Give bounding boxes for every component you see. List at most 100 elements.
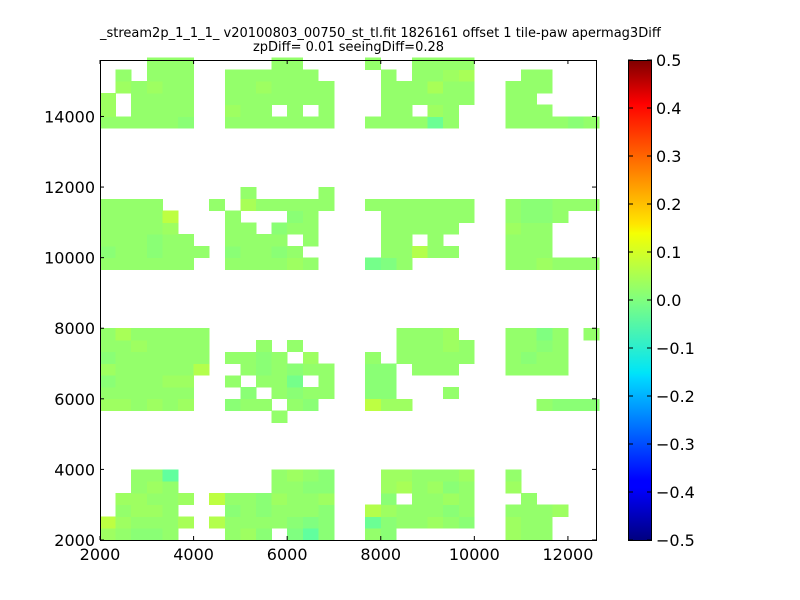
heatmap-cell [115, 398, 132, 411]
heatmap-cell [458, 198, 475, 211]
heatmap-cell [521, 492, 538, 506]
heatmap-cell [302, 81, 319, 94]
heatmap-cell [146, 363, 163, 376]
heatmap-cell [396, 398, 413, 411]
heatmap-cell [178, 516, 194, 529]
heatmap-cell [505, 234, 522, 247]
heatmap-cell [583, 328, 600, 341]
heatmap-cell [318, 469, 335, 482]
heatmap-cell [458, 492, 475, 506]
heatmap-cell [380, 257, 397, 270]
heatmap-cell [380, 116, 397, 129]
heatmap-cell [318, 528, 335, 541]
heatmap-cell [443, 504, 460, 517]
heatmap-cell [380, 398, 397, 411]
heatmap-cell [411, 116, 428, 129]
y-tick-label: 14000 [44, 107, 95, 126]
heatmap-cell [411, 245, 428, 259]
heatmap-cell [115, 69, 132, 82]
y-tick-label: 12000 [44, 178, 95, 197]
heatmap-cell [224, 234, 241, 247]
heatmap-cell [302, 398, 319, 411]
heatmap-cell [255, 198, 272, 211]
heatmap-cell [583, 398, 600, 411]
heatmap-cell [178, 69, 194, 82]
heatmap-cell [255, 69, 272, 82]
heatmap-cell [396, 222, 413, 235]
heatmap-cell [100, 398, 116, 411]
heatmap-cell [521, 257, 538, 270]
heatmap-cell [427, 469, 444, 482]
heatmap-cell [146, 69, 163, 82]
heatmap-cell [302, 116, 319, 129]
heatmap-cell [240, 116, 257, 129]
heatmap-cell [521, 234, 538, 247]
heatmap-cell [396, 328, 413, 341]
heatmap-cell [224, 116, 241, 129]
heatmap-cell [443, 363, 460, 376]
heatmap-cell [131, 387, 148, 400]
heatmap-cell [365, 198, 382, 211]
heatmap-cell [240, 363, 257, 376]
heatmap-cell [146, 504, 163, 517]
heatmap-cell [100, 210, 116, 223]
heatmap-cell [411, 198, 428, 211]
heatmap-cell [458, 340, 475, 353]
heatmap-cell [318, 187, 335, 200]
heatmap-cell [411, 469, 428, 482]
heatmap-cell [115, 351, 132, 364]
heatmap-cell [131, 81, 148, 94]
heatmap-cell [443, 104, 460, 117]
heatmap-cells [100, 57, 600, 541]
heatmap-cell [302, 69, 319, 82]
heatmap-cell [178, 340, 194, 353]
heatmap-cell [287, 81, 304, 94]
heatmap-cell [224, 375, 241, 388]
heatmap-cell [583, 116, 600, 129]
heatmap-cell [146, 104, 163, 117]
heatmap-cell [536, 340, 553, 353]
heatmap-cell [536, 528, 553, 541]
heatmap-cell [271, 257, 288, 270]
heatmap-cell [115, 257, 132, 270]
heatmap-cell [162, 234, 179, 247]
heatmap-cell [458, 469, 475, 482]
heatmap-cell [240, 245, 257, 259]
heatmap-cell [115, 328, 132, 341]
heatmap-cell [505, 104, 522, 117]
y-tick-label: 4000 [54, 460, 95, 479]
heatmap-cell [536, 69, 553, 82]
heatmap-cell [131, 116, 148, 129]
heatmap-cell [131, 257, 148, 270]
heatmap-cell [443, 481, 460, 494]
heatmap-cell [255, 245, 272, 259]
heatmap-cell [427, 504, 444, 517]
heatmap-cell [443, 340, 460, 353]
heatmap-cell [427, 116, 444, 129]
heatmap-cell [271, 363, 288, 376]
heatmap-cell [162, 351, 179, 364]
heatmap-cell [131, 92, 148, 106]
heatmap-cell [224, 351, 241, 364]
heatmap-cell [365, 516, 382, 529]
heatmap-cell [131, 351, 148, 364]
heatmap-cell [505, 81, 522, 94]
heatmap-cell [536, 198, 553, 211]
heatmap-cell [255, 104, 272, 117]
heatmap-cell [536, 222, 553, 235]
heatmap-cell [583, 257, 600, 270]
heatmap-cell [552, 198, 569, 211]
heatmap-cell [443, 492, 460, 506]
heatmap-cell [115, 245, 132, 259]
heatmap-cell [115, 363, 132, 376]
heatmap-cell [271, 245, 288, 259]
heatmap-cell [411, 481, 428, 494]
heatmap-cell [458, 69, 475, 82]
colorbar-tick-label: 0.3 [656, 147, 681, 166]
heatmap-cell [240, 516, 257, 529]
heatmap-cell [380, 222, 397, 235]
heatmap-cell [536, 81, 553, 94]
heatmap-cell [162, 245, 179, 259]
heatmap-cell [255, 363, 272, 376]
